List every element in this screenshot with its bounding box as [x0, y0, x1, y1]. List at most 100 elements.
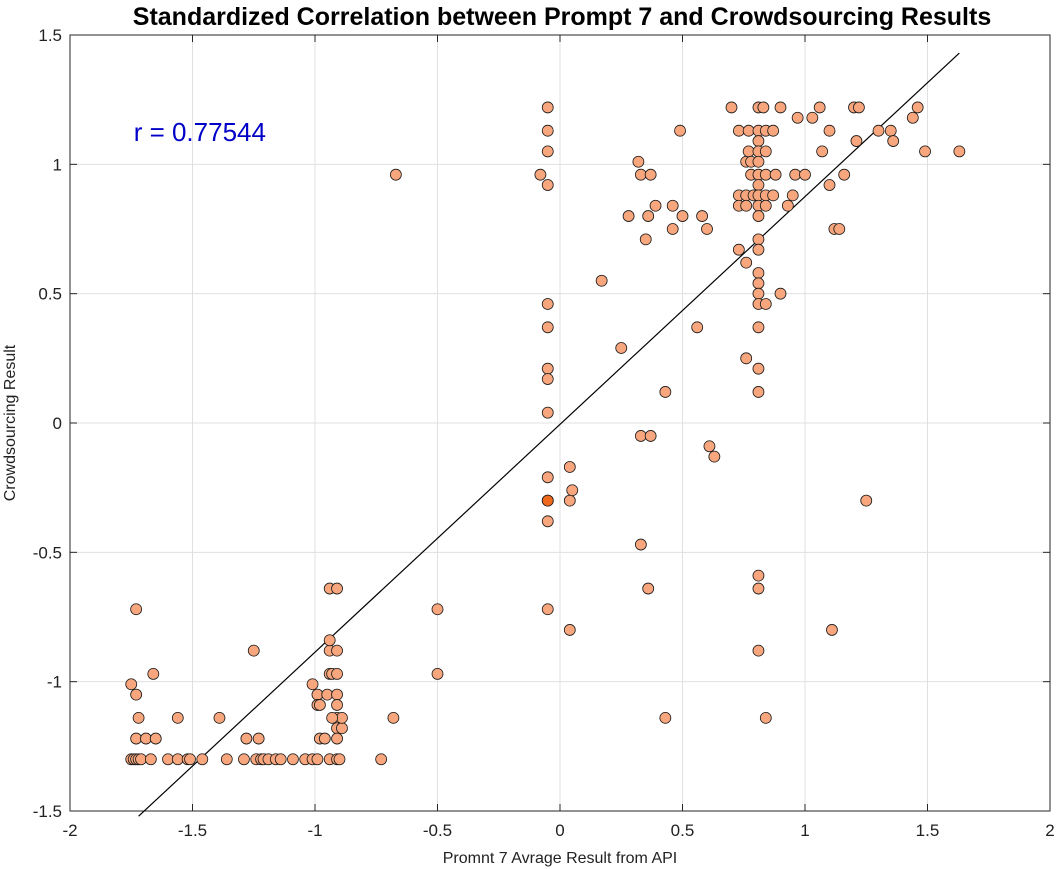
data-point — [541, 494, 554, 507]
data-point — [541, 101, 554, 114]
data-point — [872, 124, 885, 137]
data-point — [740, 352, 753, 365]
data-point — [387, 711, 400, 724]
chart-title: Standardized Correlation between Prompt … — [133, 3, 991, 31]
data-point — [326, 711, 339, 724]
data-point — [791, 111, 804, 124]
data-point — [321, 688, 334, 701]
data-point — [566, 484, 579, 497]
data-point — [541, 124, 554, 137]
data-point — [563, 461, 576, 473]
data-point — [752, 210, 765, 222]
data-point — [752, 321, 765, 334]
data-point — [752, 267, 765, 279]
x-tick-label: 0 — [555, 821, 564, 840]
data-point — [860, 494, 873, 507]
data-point — [666, 199, 679, 212]
data-point — [147, 668, 160, 680]
y-tick-label: -1 — [47, 673, 62, 692]
data-point — [789, 168, 802, 181]
data-point — [595, 274, 608, 287]
data-point — [691, 321, 704, 334]
data-point — [752, 243, 765, 256]
data-point — [826, 624, 838, 636]
data-point — [774, 101, 787, 114]
data-point — [639, 233, 652, 246]
data-point — [140, 732, 152, 745]
data-point — [759, 199, 772, 212]
data-point — [752, 569, 765, 582]
y-tick-label: -0.5 — [33, 543, 62, 562]
data-point — [331, 582, 343, 595]
data-point — [853, 101, 865, 114]
data-point — [238, 753, 250, 766]
correlation-annotation: r = 0.77544 — [134, 117, 266, 147]
data-point — [786, 189, 799, 202]
data-point — [336, 722, 348, 735]
data-point — [752, 386, 765, 398]
data-point — [740, 256, 753, 269]
data-point — [541, 145, 554, 158]
data-point — [953, 145, 966, 158]
data-point — [311, 753, 324, 766]
x-tick-label: 2 — [1045, 821, 1054, 840]
data-point — [318, 732, 331, 745]
data-point — [336, 711, 348, 724]
data-point — [816, 145, 829, 158]
data-point — [135, 753, 147, 766]
data-point — [634, 538, 647, 551]
data-point — [806, 111, 819, 124]
data-point — [563, 494, 576, 507]
data-point — [331, 688, 343, 701]
data-point — [144, 753, 157, 766]
y-tick-label: 1.5 — [38, 26, 62, 45]
data-point — [642, 210, 655, 222]
data-point — [311, 688, 324, 701]
data-point — [752, 582, 765, 595]
data-point — [823, 179, 836, 191]
data-point — [774, 287, 787, 300]
data-point — [752, 277, 765, 290]
data-point — [541, 321, 554, 334]
data-point — [130, 688, 143, 701]
data-point — [919, 145, 931, 158]
data-point — [331, 644, 343, 657]
data-point — [149, 732, 162, 745]
data-point — [752, 233, 765, 246]
axis-ticks: -2 -1.5 -1 -0.5 0 0.5 1 1.5 2-1.5-1-0.500.511.5 — [33, 26, 1055, 840]
data-point — [752, 644, 765, 657]
data-point — [213, 711, 226, 724]
data-point — [742, 145, 755, 158]
data-point — [759, 711, 772, 724]
data-point — [701, 223, 713, 235]
x-tick-label: -1.5 — [178, 821, 207, 840]
data-point — [634, 430, 647, 442]
data-point — [732, 124, 745, 137]
data-point — [799, 168, 811, 181]
data-point — [911, 101, 924, 114]
data-point — [708, 450, 721, 463]
data-point — [823, 124, 836, 137]
data-point — [659, 386, 672, 398]
data-point — [725, 101, 738, 114]
data-point — [563, 624, 576, 636]
data-point — [130, 732, 143, 745]
data-point — [759, 298, 772, 310]
x-tick-label: -1 — [307, 821, 322, 840]
data-point — [732, 243, 745, 256]
data-point — [541, 298, 554, 310]
data-point — [196, 753, 209, 766]
data-point — [331, 732, 343, 745]
data-point — [132, 711, 145, 724]
x-tick-label: 0.5 — [671, 821, 695, 840]
data-point — [615, 342, 628, 354]
data-point — [649, 199, 662, 212]
data-point — [752, 179, 765, 191]
y-tick-label: 0 — [53, 414, 62, 433]
data-point — [375, 753, 388, 766]
data-point — [431, 668, 444, 680]
data-point — [884, 124, 897, 137]
data-point — [659, 711, 672, 724]
x-tick-label: -2 — [62, 821, 77, 840]
data-point — [287, 753, 299, 766]
